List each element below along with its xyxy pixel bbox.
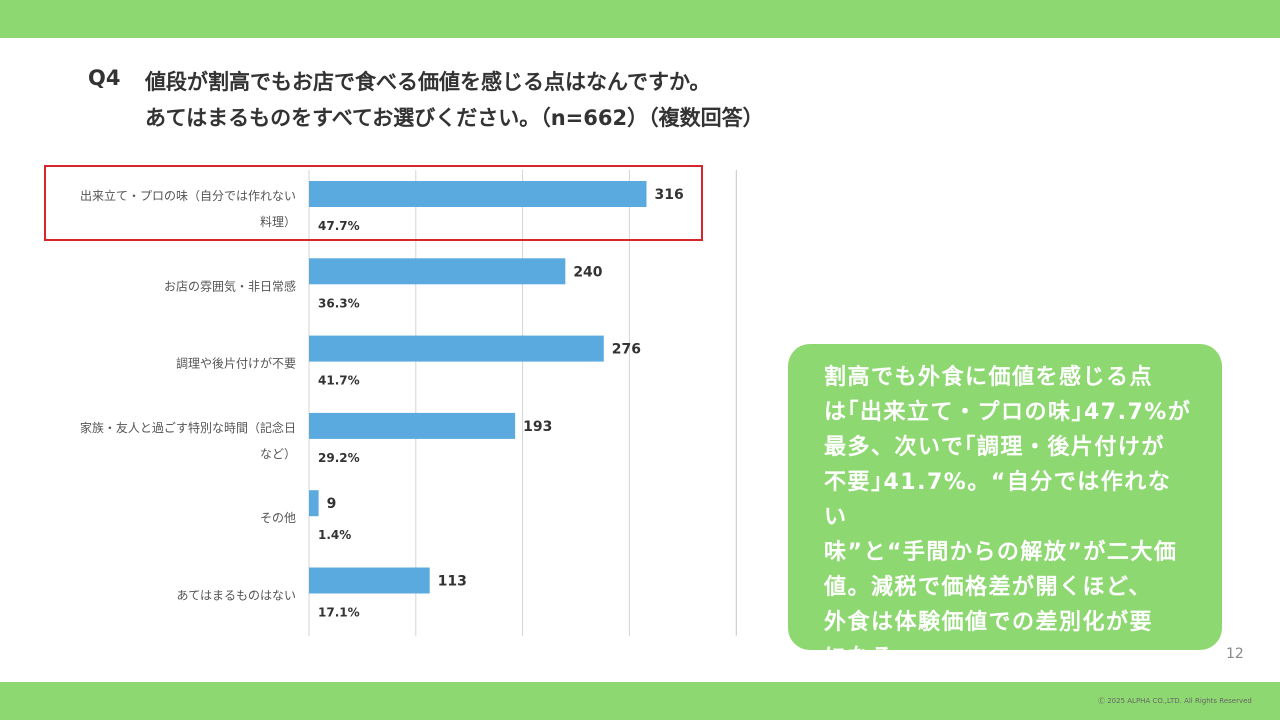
copyright-notice: Ⓒ 2025 ALPHA CO.,LTD. All Rights Reserve… bbox=[1098, 697, 1252, 705]
summary-line: 外食は体験価値での差別化が要 bbox=[824, 610, 1154, 635]
summary-text: 割高でも外食に価値を感じる点 は｢出来立て・プロの味｣47.7%が 最多、次いで… bbox=[824, 360, 1192, 675]
category-label: など） bbox=[260, 447, 296, 461]
summary-callout: 割高でも外食に価値を感じる点 は｢出来立て・プロの味｣47.7%が 最多、次いで… bbox=[788, 344, 1222, 670]
bar-value-label: 276 bbox=[612, 342, 641, 358]
summary-line: になる。 bbox=[824, 645, 919, 670]
bar-value-label: 316 bbox=[654, 187, 683, 203]
summary-line: 割高でも外食に価値を感じる点 bbox=[824, 365, 1154, 390]
bar-percent-label: 17.1% bbox=[318, 606, 360, 620]
bar bbox=[309, 258, 566, 285]
bottom-footer-band bbox=[0, 682, 1280, 720]
summary-line: 値。減税で価格差が開くほど、 bbox=[824, 575, 1152, 600]
bar bbox=[309, 181, 647, 207]
question-text-line-1: 値段が割高でもお店で食べる価値を感じる点はなんですか。 bbox=[145, 70, 711, 94]
bar bbox=[309, 490, 319, 517]
bar-percent-label: 36.3% bbox=[318, 296, 360, 310]
summary-line: 不要｣41.7%。“自分では作れない bbox=[824, 470, 1172, 530]
bar-percent-label: 41.7% bbox=[318, 374, 360, 388]
category-label: 出来立て・プロの味（自分では作れない bbox=[80, 188, 296, 203]
bar-value-label: 193 bbox=[523, 419, 552, 435]
bar-value-label: 113 bbox=[438, 574, 467, 590]
vertical-divider bbox=[736, 170, 737, 635]
question-text-line-2: あてはまるものをすべてお選びください。（n=662）（複数回答） bbox=[145, 106, 764, 130]
bar-percent-label: 29.2% bbox=[318, 451, 360, 465]
question-number: Q4 bbox=[88, 66, 121, 90]
bar-value-label: 9 bbox=[327, 496, 337, 512]
category-label: あてはまるものはない bbox=[176, 589, 296, 603]
summary-line: は｢出来立て・プロの味｣47.7%が bbox=[824, 400, 1192, 425]
summary-line: 最多、次いで｢調理・後片付けが bbox=[824, 435, 1165, 460]
bar-percent-label: 47.7% bbox=[318, 219, 360, 233]
category-label: 調理や後片付けが不要 bbox=[176, 356, 296, 371]
category-label: 家族・友人と過ごす特別な時間（記念日 bbox=[80, 420, 296, 435]
category-label: お店の雰囲気・非日常感 bbox=[164, 278, 296, 293]
bar bbox=[309, 412, 516, 439]
top-item-highlight-frame bbox=[44, 165, 703, 241]
bar bbox=[309, 567, 430, 594]
bar-percent-label: 1.4% bbox=[318, 528, 351, 542]
page-number: 12 bbox=[1226, 646, 1244, 662]
summary-line: 味”と“手間からの解放”が二大価 bbox=[824, 540, 1178, 565]
bar-value-label: 240 bbox=[573, 264, 602, 280]
bar bbox=[309, 335, 604, 362]
category-label: その他 bbox=[260, 511, 296, 525]
category-label: 料理） bbox=[260, 215, 296, 229]
top-header-band bbox=[0, 0, 1280, 38]
